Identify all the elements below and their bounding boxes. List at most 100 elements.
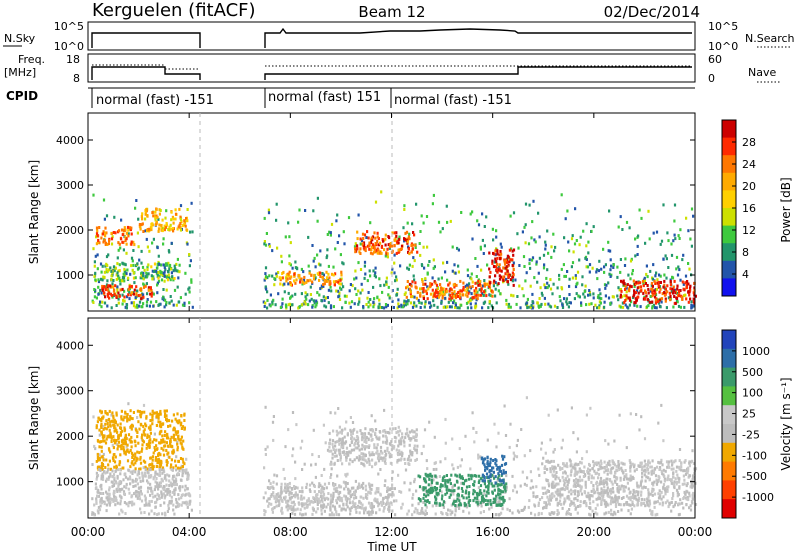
data-cell [544, 451, 547, 455]
data-cell [148, 503, 151, 507]
data-cell [284, 482, 287, 486]
data-cell [102, 464, 105, 468]
data-cell [323, 482, 327, 486]
data-cell [538, 473, 541, 477]
data-cell [460, 211, 463, 214]
data-cell [409, 449, 412, 453]
data-cell [375, 511, 378, 515]
data-cell [127, 487, 130, 491]
data-cell [96, 420, 99, 424]
data-cell [442, 500, 445, 504]
data-cell [274, 303, 277, 307]
data-cell [496, 256, 499, 260]
data-cell [607, 249, 610, 253]
data-cell [568, 508, 571, 511]
data-cell [134, 461, 137, 465]
data-cell [134, 455, 137, 459]
data-cell [303, 506, 306, 510]
data-cell [94, 254, 97, 258]
data-cell [600, 297, 603, 301]
data-cell [118, 263, 121, 267]
data-cell [482, 458, 485, 462]
data-cell [113, 269, 116, 273]
data-cell [644, 297, 647, 301]
data-cell [550, 255, 553, 259]
data-cell [388, 508, 391, 512]
data-cell [337, 279, 340, 282]
data-cell [408, 437, 411, 441]
data-cell [491, 294, 494, 298]
data-cell [657, 301, 661, 305]
data-cell [651, 294, 654, 298]
data-cell [165, 222, 168, 225]
data-cell [451, 511, 454, 515]
data-cell [637, 295, 640, 299]
data-cell [476, 264, 479, 268]
data-cell [358, 300, 361, 304]
data-cell [533, 238, 536, 242]
data-cell [286, 277, 289, 281]
data-cell [280, 488, 283, 492]
data-cell [115, 428, 118, 432]
data-cell [128, 475, 132, 479]
data-cell [158, 481, 161, 485]
data-cell [413, 480, 416, 484]
data-cell [167, 503, 170, 507]
data-cell [93, 260, 96, 264]
data-cell [672, 505, 675, 509]
data-cell [677, 265, 680, 269]
data-cell [344, 497, 347, 501]
data-cell [498, 267, 501, 271]
data-cell [113, 292, 116, 296]
data-cell [397, 473, 400, 477]
data-cell [521, 230, 524, 234]
data-cell [395, 436, 398, 440]
data-cell [689, 288, 692, 292]
data-cell [378, 508, 381, 512]
data-cell [358, 448, 361, 452]
data-cell [476, 497, 479, 500]
data-cell [117, 434, 120, 438]
data-cell [124, 433, 127, 437]
data-cell [150, 499, 153, 503]
data-cell [116, 474, 119, 478]
data-cell [386, 496, 389, 500]
data-cell [499, 257, 502, 260]
data-cell [128, 297, 131, 301]
data-cell [500, 463, 504, 467]
data-cell [398, 439, 401, 443]
data-cell [486, 499, 489, 503]
data-cell [292, 505, 295, 509]
data-cell [164, 225, 168, 229]
data-cell [125, 231, 128, 235]
data-cell [384, 254, 387, 258]
data-cell [99, 418, 102, 422]
data-cell [325, 256, 328, 260]
data-cell [531, 300, 534, 304]
data-cell [501, 496, 504, 500]
data-cell [122, 445, 125, 449]
data-cell [172, 436, 175, 440]
data-cell [358, 499, 361, 503]
data-cell [514, 278, 517, 282]
data-cell [400, 506, 403, 510]
data-cell [170, 468, 173, 471]
data-cell [161, 479, 164, 483]
data-cell [159, 269, 162, 273]
data-cell [553, 494, 556, 498]
data-cell [402, 226, 405, 230]
data-cell [411, 243, 415, 247]
data-cell [451, 269, 454, 273]
data-cell [149, 482, 152, 486]
data-cell [162, 288, 165, 291]
data-cell [99, 500, 102, 504]
data-cell [475, 286, 478, 290]
data-cell [98, 445, 101, 449]
data-cell [148, 249, 151, 253]
data-cell [474, 302, 477, 306]
data-cell [407, 267, 410, 271]
data-cell [368, 453, 371, 457]
data-cell [160, 492, 163, 496]
data-cell [412, 304, 415, 308]
data-cell [616, 265, 619, 269]
